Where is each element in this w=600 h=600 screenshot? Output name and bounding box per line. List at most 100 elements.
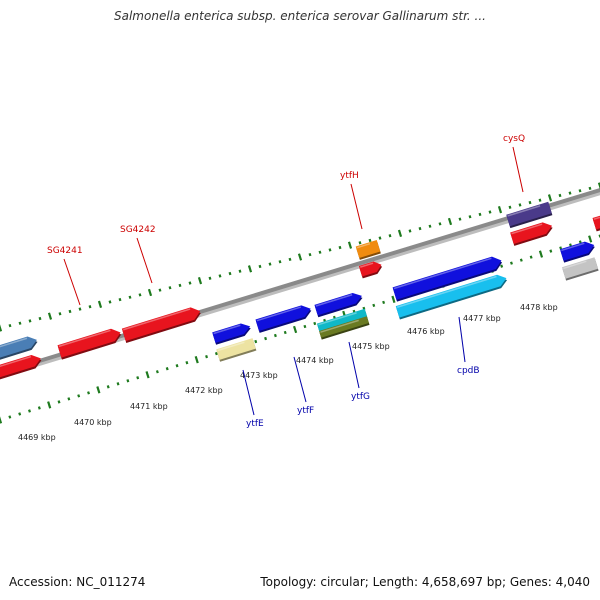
minor-tick (438, 222, 442, 226)
lower-tick-rail (0, 234, 600, 424)
minor-tick (458, 217, 462, 221)
minor-tick (388, 234, 392, 238)
minor-tick (8, 323, 12, 328)
minor-tick (136, 376, 140, 380)
feature-highlight (0, 355, 32, 370)
major-tick (197, 276, 203, 285)
minor-tick (228, 271, 232, 276)
minor-tick (108, 300, 112, 304)
gene-label-SG4242[interactable]: SG4242 (120, 225, 156, 235)
gene-feature-f19[interactable] (592, 214, 600, 232)
major-tick (297, 253, 303, 261)
minor-tick (308, 252, 312, 257)
major-tick (194, 356, 199, 364)
gene-feature-f13[interactable] (392, 254, 504, 302)
minor-tick (468, 215, 472, 219)
minor-tick (214, 351, 218, 356)
accession-text: Accession: NC_011274 (9, 575, 146, 589)
major-tick (145, 371, 150, 379)
gene-leader-SG4241 (63, 258, 81, 306)
minor-tick (126, 379, 130, 383)
minor-tick (478, 212, 482, 217)
gene-feature-f10[interactable] (319, 316, 370, 340)
minor-tick (288, 257, 292, 262)
gene-feature-f05[interactable] (212, 321, 252, 345)
minor-tick (508, 205, 512, 209)
major-tick (391, 295, 396, 304)
minor-tick (188, 281, 192, 285)
feature-highlight (58, 329, 111, 348)
minor-tick (178, 283, 182, 288)
minor-tick (578, 189, 582, 193)
minor-tick (372, 303, 376, 308)
gene-label-ytfE[interactable]: ytfE (246, 419, 264, 429)
feature-highlight (320, 319, 359, 333)
gene-feature-f06[interactable] (216, 338, 257, 362)
gene-feature-f03[interactable] (57, 326, 124, 360)
feature-body (392, 256, 502, 300)
scale-label-4469: 4469 kbp (18, 433, 56, 442)
gene-label-cpdB[interactable]: cpdB (457, 366, 480, 376)
major-tick (538, 250, 544, 258)
gene-feature-f14[interactable] (395, 272, 509, 320)
gene-label-ytfF[interactable]: ytfF (297, 406, 314, 416)
minor-tick (378, 236, 382, 240)
minor-tick (116, 382, 120, 386)
feature-body (559, 241, 595, 261)
feature-body (316, 308, 368, 332)
minor-tick (558, 193, 562, 198)
feature-body (0, 336, 37, 360)
feature-highlight (507, 205, 541, 217)
gene-feature-f16[interactable] (510, 220, 554, 246)
minor-tick (559, 246, 563, 250)
scale-label-4478: 4478 kbp (520, 303, 558, 312)
minor-tick (78, 307, 82, 311)
major-tick (147, 288, 153, 297)
major-tick (0, 416, 3, 424)
scale-label-4474: 4474 kbp (296, 356, 334, 365)
genome-title: Salmonella enterica subsp. enterica sero… (114, 9, 486, 23)
gene-feature-f08[interactable] (314, 291, 364, 318)
minor-tick (258, 264, 262, 269)
gene-feature-f04[interactable] (121, 305, 203, 343)
minor-tick (568, 191, 572, 195)
minor-tick (268, 262, 272, 266)
minor-tick (185, 361, 189, 365)
gene-label-ytfG[interactable]: ytfG (351, 392, 370, 402)
gene-leader-cpdB (458, 316, 466, 363)
gene-feature-f12[interactable] (358, 259, 384, 279)
feature-highlight (315, 294, 353, 307)
minor-tick (67, 397, 71, 401)
gene-feature-f01[interactable] (0, 334, 39, 362)
gene-feature-f02[interactable] (0, 353, 43, 382)
major-tick (47, 401, 52, 409)
feature-highlight (396, 275, 497, 308)
feature-body (121, 307, 201, 342)
minor-tick (155, 370, 159, 374)
major-tick (292, 325, 298, 334)
gene-feature-f17[interactable] (559, 239, 597, 263)
gene-feature-f09[interactable] (316, 308, 368, 334)
gene-leader-SG4242 (136, 237, 153, 284)
minor-tick (68, 309, 72, 314)
gene-feature-f11[interactable] (355, 240, 381, 260)
feature-body (212, 323, 251, 343)
minor-tick (57, 400, 61, 404)
major-tick (247, 265, 253, 273)
feature-highlight (213, 324, 241, 335)
minor-tick (138, 293, 142, 297)
gene-feature-f15[interactable] (506, 201, 553, 229)
minor-tick (118, 297, 122, 302)
gene-label-SG4241[interactable]: SG4241 (47, 246, 83, 256)
gene-feature-f18[interactable] (561, 257, 599, 281)
feature-highlight (318, 312, 357, 326)
feature-body (561, 257, 599, 279)
feature-body (314, 293, 362, 316)
gene-label-cysQ[interactable]: cysQ (503, 134, 525, 144)
scale-label-4475: 4475 kbp (352, 342, 390, 351)
minor-tick (382, 300, 386, 305)
gene-feature-f07[interactable] (255, 303, 313, 333)
gene-label-ytfH[interactable]: ytfH (340, 171, 359, 181)
feature-body (255, 305, 311, 332)
